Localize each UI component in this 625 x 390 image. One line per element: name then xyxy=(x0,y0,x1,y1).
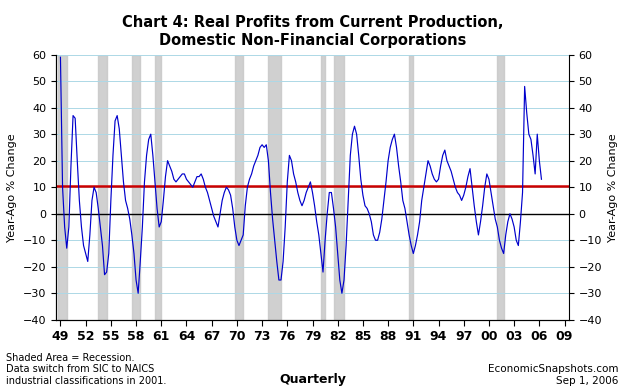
Bar xyxy=(98,55,107,320)
Bar xyxy=(268,55,281,320)
Text: Quarterly: Quarterly xyxy=(279,373,346,386)
Text: Shaded Area = Recession.
Data switch from SIC to NAICS
industrial classification: Shaded Area = Recession. Data switch fro… xyxy=(6,353,167,386)
Y-axis label: Year-Ago % Change: Year-Ago % Change xyxy=(8,133,18,241)
Bar xyxy=(321,55,325,320)
Text: EconomicSnapshots.com
Sep 1, 2006: EconomicSnapshots.com Sep 1, 2006 xyxy=(488,365,619,386)
Bar xyxy=(334,55,344,320)
Y-axis label: Year-Ago % Change: Year-Ago % Change xyxy=(608,133,618,241)
Bar xyxy=(132,55,140,320)
Bar xyxy=(155,55,161,320)
Bar xyxy=(235,55,243,320)
Bar xyxy=(409,55,413,320)
Bar xyxy=(498,55,504,320)
Bar xyxy=(58,55,67,320)
Title: Chart 4: Real Profits from Current Production,
Domestic Non-Financial Corporatio: Chart 4: Real Profits from Current Produ… xyxy=(122,16,503,48)
